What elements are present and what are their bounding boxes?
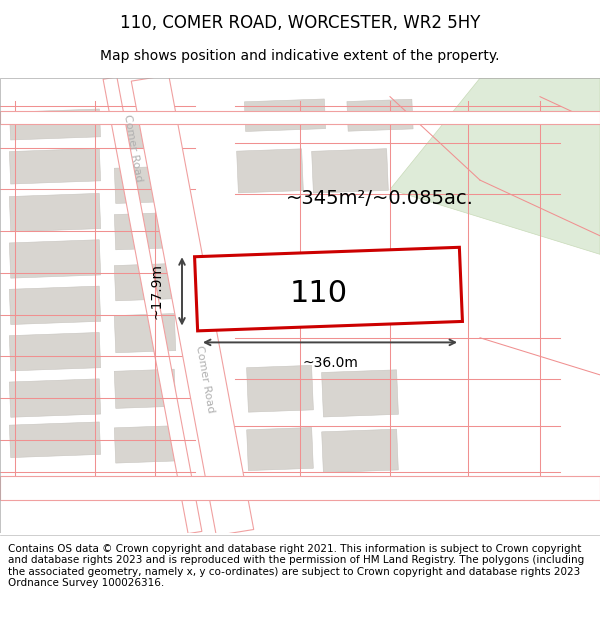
Bar xyxy=(114,213,176,250)
Bar xyxy=(115,119,176,149)
Bar xyxy=(114,314,176,352)
Text: Map shows position and indicative extent of the property.: Map shows position and indicative extent… xyxy=(100,49,500,63)
Bar xyxy=(194,248,463,331)
Bar xyxy=(10,148,101,184)
Bar xyxy=(322,370,398,417)
Bar xyxy=(114,166,176,204)
Bar xyxy=(10,240,101,278)
Text: ~36.0m: ~36.0m xyxy=(302,356,358,370)
Text: 110, COMER ROAD, WORCESTER, WR2 5HY: 110, COMER ROAD, WORCESTER, WR2 5HY xyxy=(120,14,480,32)
Bar xyxy=(244,99,326,131)
Bar xyxy=(10,422,101,457)
Polygon shape xyxy=(0,111,600,124)
Bar xyxy=(10,332,101,371)
Bar xyxy=(311,149,388,193)
Bar xyxy=(114,369,176,408)
Bar xyxy=(10,109,101,140)
Polygon shape xyxy=(131,75,254,536)
Bar xyxy=(236,149,304,193)
Bar xyxy=(114,264,176,301)
Text: Contains OS data © Crown copyright and database right 2021. This information is : Contains OS data © Crown copyright and d… xyxy=(8,544,584,588)
Bar xyxy=(10,379,101,418)
Polygon shape xyxy=(390,78,600,254)
Bar xyxy=(247,366,313,412)
Text: Comer Road: Comer Road xyxy=(194,345,216,414)
Polygon shape xyxy=(0,476,600,500)
Bar xyxy=(10,193,101,232)
Text: ~17.9m: ~17.9m xyxy=(150,263,164,319)
Bar xyxy=(114,426,176,463)
Bar xyxy=(322,429,398,472)
Polygon shape xyxy=(103,77,202,534)
Bar xyxy=(247,428,313,471)
Text: Comer Road: Comer Road xyxy=(122,113,144,182)
Text: 110: 110 xyxy=(289,279,347,308)
Text: ~345m²/~0.085ac.: ~345m²/~0.085ac. xyxy=(286,189,474,208)
Bar xyxy=(10,286,101,324)
Bar xyxy=(347,99,413,131)
